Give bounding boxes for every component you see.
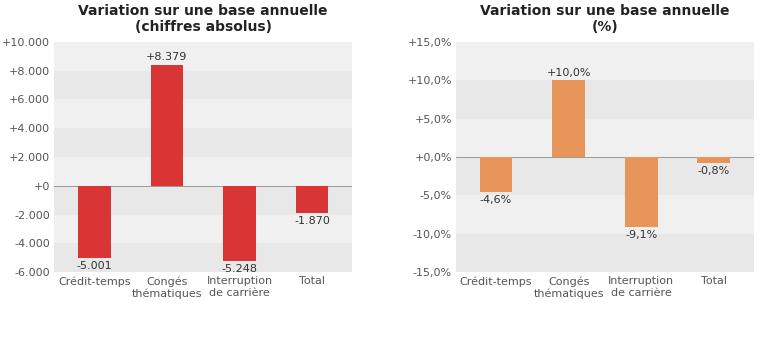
Bar	[223, 186, 256, 261]
Text: -9,1%: -9,1%	[625, 230, 657, 240]
Text: -4,6%: -4,6%	[480, 195, 512, 205]
Bar	[296, 186, 329, 213]
Bar	[698, 157, 730, 163]
Bar	[54, 42, 352, 70]
Bar	[456, 234, 754, 272]
Text: +8.379: +8.379	[146, 52, 187, 62]
Text: -0,8%: -0,8%	[698, 166, 730, 176]
Bar	[479, 157, 512, 192]
Bar	[625, 157, 657, 227]
Text: -1.870: -1.870	[294, 216, 330, 225]
Bar	[54, 215, 352, 244]
Bar	[456, 157, 754, 195]
Bar	[78, 186, 110, 258]
Bar	[54, 186, 352, 215]
Text: -5.248: -5.248	[221, 264, 257, 274]
Bar	[54, 128, 352, 157]
Bar	[552, 80, 585, 157]
Bar	[456, 80, 754, 119]
Title: Variation sur une base annuelle
(%): Variation sur une base annuelle (%)	[480, 3, 730, 34]
Bar	[54, 157, 352, 186]
Bar	[151, 65, 183, 186]
Text: +10,0%: +10,0%	[546, 67, 591, 77]
Title: Variation sur une base annuelle
(chiffres absolus): Variation sur une base annuelle (chiffre…	[78, 3, 328, 34]
Text: -5.001: -5.001	[76, 261, 112, 270]
Bar	[54, 244, 352, 272]
Bar	[456, 42, 754, 80]
Bar	[456, 119, 754, 157]
Bar	[54, 70, 352, 99]
Bar	[54, 99, 352, 128]
Bar	[456, 195, 754, 234]
